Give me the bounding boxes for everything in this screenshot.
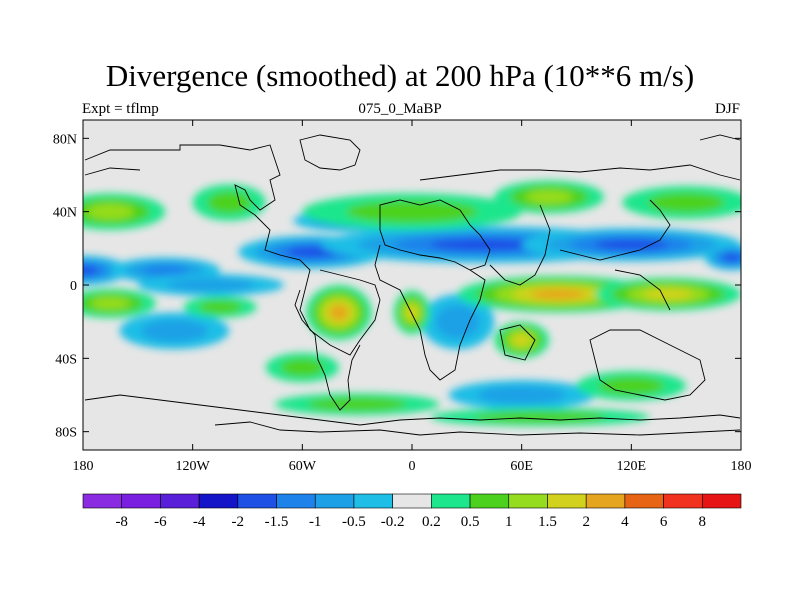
colorbar-swatch (701, 493, 742, 509)
colorbar-label: 1.5 (538, 514, 557, 530)
colorbar-swatch (314, 493, 355, 509)
y-tick-label: 80S (55, 426, 77, 441)
colorbar-label: 8 (699, 514, 707, 530)
contour-feature-3-level-4 (430, 238, 540, 251)
y-axis: 80N 40N 0 40S 80S (53, 132, 741, 441)
colorbar: -8 -6 -4 -2 -1.5 -1 -0.5 -0.2 0.2 0.5 1 1.5 2 4 6 8 (82, 493, 742, 530)
colorbar-swatch (624, 493, 664, 509)
colorbar-swatch (160, 493, 200, 509)
contour-feature-2-level-4 (287, 246, 336, 258)
x-tick-label: 120W (176, 459, 211, 474)
contour-feature-26-level-2 (474, 411, 606, 423)
colorbar-swatch (431, 493, 471, 509)
contour-feature-13-level-2 (346, 200, 478, 223)
colorbar-swatch (663, 493, 703, 509)
x-tick-label: 180 (73, 459, 94, 474)
contour-feature-20-level-5 (530, 289, 586, 300)
colorbar-swatch (276, 493, 316, 509)
season-label: DJF (714, 101, 740, 117)
x-tick-label: 60E (510, 459, 533, 474)
contour-feature-18-level-5 (329, 305, 348, 320)
x-tick-label: 60W (289, 459, 317, 474)
colorbar-label: 6 (660, 514, 668, 530)
contour-feature-1-level-3 (141, 264, 189, 276)
colorbar-label: -8 (115, 514, 128, 530)
colorbar-swatch (121, 493, 161, 509)
chart-title: Divergence (smoothed) at 200 hPa (10**6 … (105, 58, 695, 93)
experiment-label: Expt = tflmp (82, 101, 159, 117)
colorbar-swatch (508, 493, 548, 509)
contour-feature-22-level-4 (512, 333, 531, 347)
colorbar-swatch (82, 493, 123, 509)
contour-feature-14-level-3 (525, 189, 573, 205)
contour-feature-4-level-4 (594, 239, 668, 251)
contour-feature-8-level-2 (435, 305, 480, 339)
colorbar-swatch (469, 493, 510, 509)
contour-feature-17-level-2 (198, 300, 243, 314)
contour-feature-21-level-4 (643, 288, 693, 300)
y-tick-label: 40N (53, 206, 77, 221)
colorbar-swatch (237, 493, 277, 509)
x-tick-label: 0 (409, 459, 416, 474)
colorbar-label: -1 (309, 514, 322, 530)
contour-feature-25-level-2 (307, 397, 407, 411)
run-label: 075_0_MaBP (358, 101, 442, 117)
colorbar-swatch (198, 493, 239, 509)
y-tick-label: 0 (70, 279, 77, 294)
contour-fills (83, 180, 741, 427)
colorbar-swatch (585, 493, 626, 509)
y-tick-label: 80N (53, 132, 77, 147)
y-tick-label: 40S (55, 352, 77, 367)
colorbar-swatch (353, 493, 393, 509)
contour-feature-15-level-2 (647, 192, 725, 213)
coastlines (84, 134, 741, 436)
contour-feature-7-level-2 (167, 278, 255, 292)
contour-feature-23-level-2 (280, 358, 325, 377)
contour-feature-12-level-2 (207, 191, 252, 214)
contour-feature-10-level-2 (477, 386, 566, 404)
contour-feature-0-level-4 (83, 265, 99, 276)
colorbar-label: -4 (193, 514, 206, 530)
colorbar-label: 2 (582, 514, 590, 530)
colorbar-swatch (392, 493, 432, 509)
colorbar-label: 4 (621, 514, 629, 530)
colorbar-label: -1.5 (265, 514, 289, 530)
colorbar-label: -0.5 (342, 514, 366, 530)
colorbar-label: 0.2 (422, 514, 441, 530)
contour-feature-11-level-3 (86, 203, 134, 220)
colorbar-label: -6 (154, 514, 167, 530)
x-tick-label: 120E (617, 459, 647, 474)
colorbar-swatch (547, 493, 587, 509)
colorbar-label: -2 (232, 514, 245, 530)
colorbar-label: -0.2 (381, 514, 405, 530)
contour-feature-19-level-4 (405, 305, 419, 320)
contour-feature-9-level-2 (141, 319, 208, 342)
colorbar-label: 0.5 (461, 514, 480, 530)
x-axis: 180 120W 60W 0 60E 120E 180 (73, 120, 752, 474)
contour-feature-5-level-4 (722, 253, 741, 262)
colorbar-label: 1 (505, 514, 513, 530)
x-tick-label: 180 (731, 459, 752, 474)
contour-feature-16-level-3 (90, 297, 130, 310)
